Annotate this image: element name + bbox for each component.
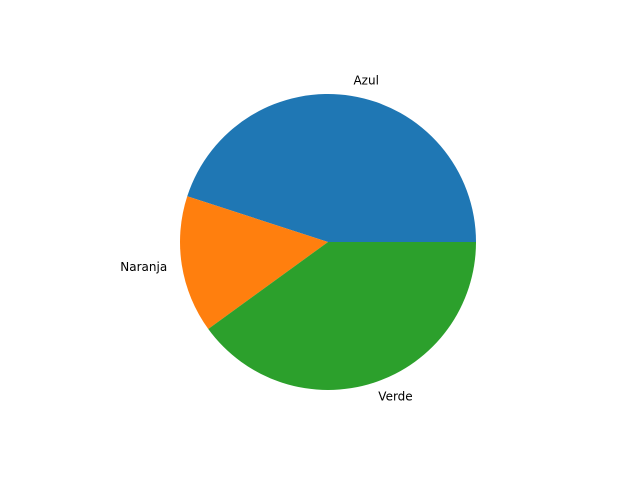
pie-slice-verde [208,242,476,390]
pie-labels: Azul Naranja Verde [120,74,412,404]
pie-slice-azul [187,93,476,242]
pie-slice-naranja [179,196,328,329]
pie-slices [179,93,476,390]
pie-label-azul: Azul [353,74,378,88]
pie-label-naranja: Naranja [120,260,167,274]
pie-label-verde: Verde [378,389,412,403]
